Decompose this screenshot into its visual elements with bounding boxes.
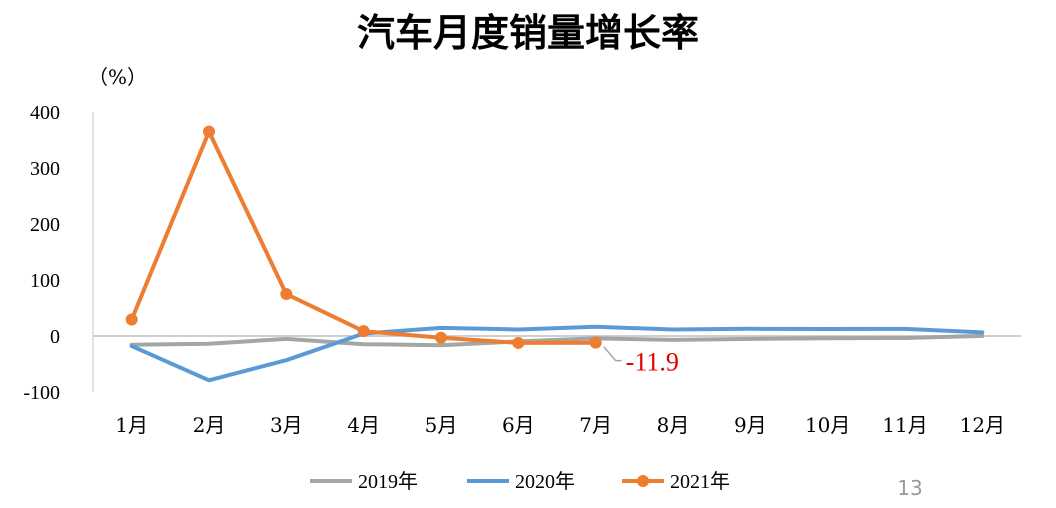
- x-tick-label: 2月: [193, 413, 226, 437]
- y-tick-label: 400: [30, 102, 60, 124]
- legend-label-2: 2021年: [670, 470, 730, 493]
- x-tick-label: 11月: [882, 413, 927, 437]
- x-tick-label: 8月: [657, 413, 690, 437]
- series-line-1: [129, 324, 985, 383]
- x-tick-label: 12月: [960, 413, 1005, 437]
- annotation-label: -11.9: [626, 348, 679, 377]
- y-axis-unit: （%）: [88, 65, 147, 89]
- x-tick-label: 4月: [347, 413, 380, 437]
- y-tick-label: -100: [23, 382, 60, 404]
- data-point: [435, 331, 447, 344]
- annotation-leader-line: [603, 346, 622, 362]
- y-tick-label: 100: [30, 270, 60, 292]
- series-line-0: [129, 333, 985, 348]
- chart-title: 汽车月度销量增长率: [357, 10, 699, 55]
- y-tick-label: 300: [30, 158, 60, 180]
- x-tick-label: 3月: [270, 413, 303, 437]
- x-tick-label: 9月: [734, 413, 767, 437]
- series-line-2: [129, 129, 598, 345]
- page-number: 13: [897, 476, 922, 500]
- x-axis-ticks: 1月 2月 3月 4月 5月 6月 7月 8月 9月 10月 11月 12月: [115, 413, 1005, 437]
- series-markers: [125, 125, 602, 349]
- x-tick-label: 6月: [502, 413, 535, 437]
- data-point: [280, 288, 293, 301]
- annotations: -11.9: [603, 346, 679, 377]
- series-lines: [129, 129, 985, 383]
- legend-label-0: 2019年: [358, 470, 418, 493]
- y-axis-ticks: 400 300 200 100 0 -100: [23, 102, 60, 404]
- data-point: [512, 336, 525, 349]
- legend: 2019年 2020年 2021年: [310, 470, 730, 493]
- x-tick-label: 10月: [805, 413, 850, 437]
- y-tick-label: 0: [50, 326, 60, 348]
- x-tick-label: 1月: [115, 413, 148, 437]
- data-point: [125, 313, 138, 326]
- x-tick-label: 7月: [579, 413, 612, 437]
- data-point: [589, 336, 602, 349]
- y-tick-label: 200: [30, 214, 60, 236]
- data-point: [203, 125, 215, 138]
- legend-marker: [637, 475, 649, 487]
- legend-label-1: 2020年: [515, 470, 575, 493]
- data-point: [357, 325, 370, 338]
- x-tick-label: 5月: [425, 413, 458, 437]
